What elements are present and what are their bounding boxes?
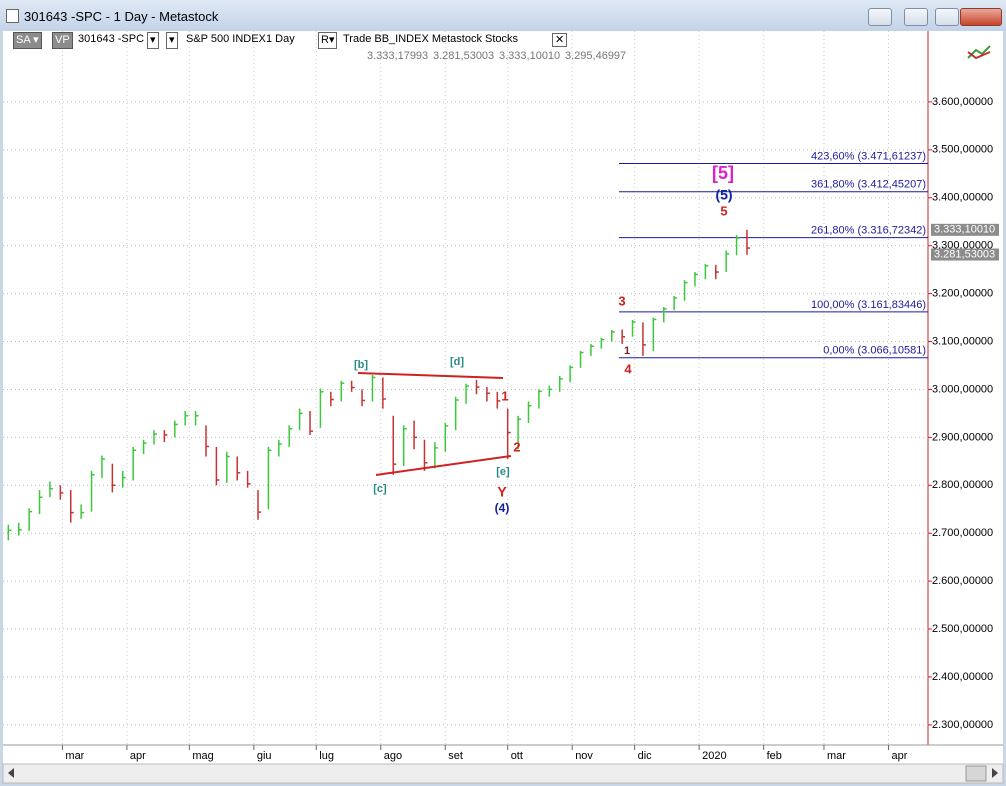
sa-button[interactable]: SA ▾ — [13, 32, 42, 49]
y-tick-label: 3.200,00000 — [932, 288, 993, 300]
y-tick-label: 2.900,00000 — [932, 431, 993, 443]
x-tick-label: giu — [257, 750, 272, 762]
wave-label: 3 — [618, 293, 625, 308]
x-tick-label: dic — [638, 750, 653, 762]
y-tick-label: 2.500,00000 — [932, 623, 993, 635]
wave-label: [c] — [373, 483, 387, 495]
title-bar: 301643 -SPC - 1 Day - Metastock — [0, 0, 1006, 31]
trend-line — [357, 372, 504, 379]
x-tick-label: apr — [891, 750, 907, 762]
x-tick-label: set — [448, 750, 463, 762]
close-button[interactable] — [960, 8, 1002, 26]
readout-value: 3.333,17993 — [367, 50, 429, 62]
tags: Trade BB_INDEX Metastock Stocks — [343, 33, 519, 45]
y-tick-label: 2.800,00000 — [932, 479, 993, 491]
y-tick-label: 3.000,00000 — [932, 383, 993, 395]
x-tick-label: mar — [65, 750, 84, 762]
properties-button[interactable] — [868, 8, 892, 26]
window-title: 301643 -SPC - 1 Day - Metastock — [24, 9, 219, 24]
y-tick-label: 3.500,00000 — [932, 144, 993, 156]
name-dropdown[interactable]: ▾ — [166, 32, 178, 49]
x-tick-label: lug — [319, 750, 334, 762]
x-tick-label: mar — [827, 750, 846, 762]
wave-label: 4 — [624, 361, 632, 376]
price-tag-label: 3.281,53003 — [934, 248, 995, 260]
price-tag-label: 3.333,10010 — [934, 224, 995, 236]
y-tick-label: 2.300,00000 — [932, 719, 993, 731]
trend-line — [375, 455, 512, 476]
chart-background — [3, 31, 1003, 783]
scroll-left[interactable] — [8, 768, 14, 778]
r-label: R — [321, 34, 329, 46]
x-tick-label: apr — [130, 750, 146, 762]
x-tick-label: feb — [767, 750, 782, 762]
wave-label: (4) — [495, 501, 510, 515]
x-tick-label: ago — [384, 750, 402, 762]
chart: 2.300,00000 2.400,00000 2.500,00000 2.600,0… — [2, 31, 1004, 784]
wave-label: 1 — [624, 345, 630, 357]
trend-lines — [357, 372, 512, 476]
scroll-right[interactable] — [992, 768, 998, 778]
wave-label: [d] — [450, 356, 464, 368]
fib-level-label: 261,80% (3.316,72342) — [811, 225, 926, 237]
wave-label: [e] — [496, 466, 510, 478]
x-tick-label: ott — [511, 750, 523, 762]
window-icon — [6, 9, 19, 23]
y-tick-label: 3.600,00000 — [932, 96, 993, 108]
fib-level-label: 361,80% (3.412,45207) — [811, 179, 926, 191]
wave-label: Y — [497, 484, 507, 500]
wave-label: 1 — [501, 388, 508, 403]
wave-label: [5] — [712, 163, 734, 183]
x-tick-label: 2020 — [702, 750, 726, 762]
r-button[interactable]: R▾ — [318, 32, 338, 49]
fib-level-label: 100,00% (3.161,83446) — [811, 299, 926, 311]
y-tick-label: 2.400,00000 — [932, 671, 993, 683]
maximize-button[interactable] — [935, 8, 959, 26]
vp-button[interactable]: VP — [52, 32, 73, 49]
wave-label: (5) — [715, 187, 732, 203]
x-tick-label: mag — [192, 750, 213, 762]
price-tag — [931, 248, 999, 261]
scrollbar[interactable] — [2, 763, 1004, 784]
close-tags[interactable]: ✕ — [552, 33, 568, 47]
symbol-dropdown[interactable]: ▾ — [147, 32, 159, 49]
y-tick-label: 3.100,00000 — [932, 335, 993, 347]
tool-icon-red — [967, 51, 991, 60]
y-tick-label: 2.700,00000 — [932, 527, 993, 539]
wave-label: 2 — [513, 439, 520, 454]
symbol: 301643 -SPC — [78, 33, 145, 45]
instrument-name: S&P 500 INDEX — [186, 33, 266, 45]
wave-label: 5 — [720, 203, 727, 218]
wave-label: [b] — [354, 359, 368, 371]
fib-level-label: 423,60% (3.471,61237) — [811, 150, 926, 162]
sa-label: SA — [16, 34, 31, 46]
readout-value: 3.333,10010 — [499, 50, 561, 62]
readout-value: 3.281,53003 — [433, 50, 495, 62]
fib-level-label: 0,00% (3.066,10581) — [823, 345, 926, 357]
readout-value: 3.295,46997 — [565, 50, 627, 62]
minimize-button[interactable] — [904, 8, 928, 26]
period: 1 Day — [266, 33, 295, 45]
price-tag — [931, 223, 999, 236]
y-tick-label: 3.400,00000 — [932, 192, 993, 204]
y-tick-label: 2.600,00000 — [932, 575, 993, 587]
x-tick-label: nov — [575, 750, 593, 762]
scrollbar-thumb[interactable] — [965, 765, 987, 782]
